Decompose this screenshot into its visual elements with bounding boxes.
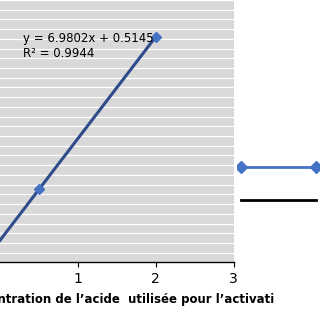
X-axis label: concentration de l’acide  utilisée pour l’activati: concentration de l’acide utilisée pour l… bbox=[0, 293, 275, 306]
Text: y = 6.9802x + 0.5145
R² = 0.9944: y = 6.9802x + 0.5145 R² = 0.9944 bbox=[23, 32, 154, 60]
